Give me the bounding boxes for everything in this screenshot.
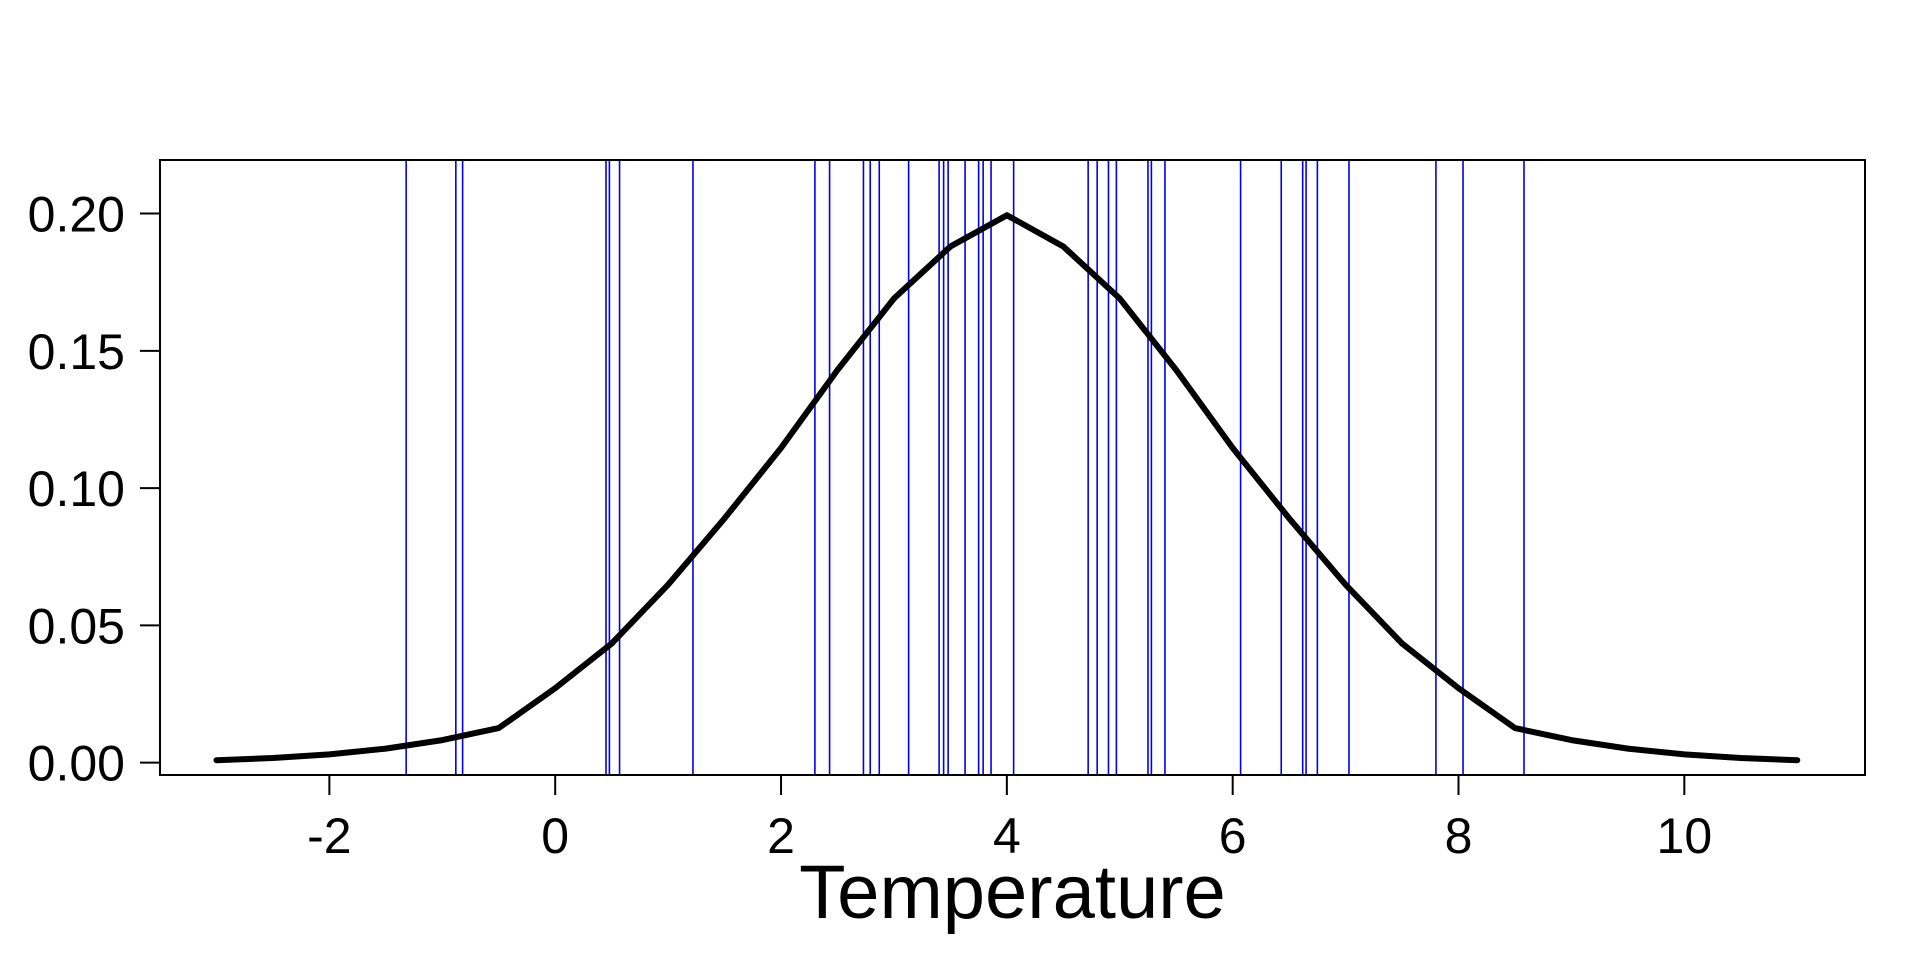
y-axis: 0.00 0.05 0.10 0.15 0.20 bbox=[28, 187, 160, 792]
y-tick-label-3: 0.15 bbox=[28, 324, 125, 380]
y-tick-label-4: 0.20 bbox=[28, 187, 125, 243]
rug-lines bbox=[405, 160, 1525, 775]
y-tick-label-1: 0.05 bbox=[28, 598, 125, 654]
x-tick-label-5: 8 bbox=[1445, 808, 1473, 864]
y-tick-label-0: 0.00 bbox=[28, 736, 125, 792]
x-tick-label-2: 2 bbox=[767, 808, 795, 864]
x-tick-label-3: 4 bbox=[993, 808, 1021, 864]
y-tick-label-2: 0.10 bbox=[28, 461, 125, 517]
x-axis: -2 0 2 4 6 8 10 bbox=[307, 775, 1712, 864]
x-tick-label-4: 6 bbox=[1219, 808, 1247, 864]
x-tick-label-0: -2 bbox=[307, 808, 351, 864]
density-curve bbox=[213, 212, 1801, 764]
x-axis-title: Temperature bbox=[799, 850, 1226, 935]
x-tick-label-6: 10 bbox=[1657, 808, 1713, 864]
x-tick-label-1: 0 bbox=[541, 808, 569, 864]
plot-frame bbox=[159, 159, 1866, 776]
